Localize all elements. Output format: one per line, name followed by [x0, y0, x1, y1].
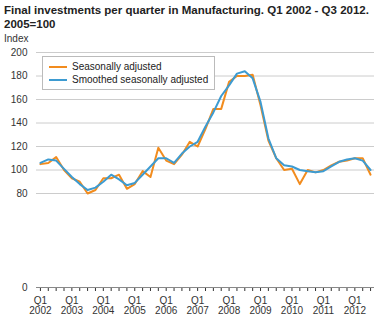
svg-text:Q12011: Q12011	[313, 295, 335, 316]
svg-text:Q12010: Q12010	[281, 295, 304, 316]
svg-text:Q12003: Q12003	[61, 295, 84, 316]
svg-text:120: 120	[11, 141, 28, 152]
svg-text:Q12005: Q12005	[124, 295, 147, 316]
svg-text:140: 140	[11, 117, 28, 128]
svg-text:Q12006: Q12006	[155, 295, 178, 316]
svg-text:Q12007: Q12007	[187, 295, 210, 316]
svg-text:0: 0	[22, 282, 28, 293]
svg-text:200: 200	[11, 47, 28, 58]
svg-text:80: 80	[16, 188, 28, 199]
svg-text:Q12002: Q12002	[29, 295, 52, 316]
svg-text:Q12009: Q12009	[249, 295, 272, 316]
svg-text:Q12004: Q12004	[92, 295, 115, 316]
html-text:Seasonally adjusted: Seasonally adjusted	[72, 61, 162, 72]
svg-text:100: 100	[11, 164, 28, 175]
svg-text:Q12012: Q12012	[344, 295, 367, 316]
svg-text:Q12008: Q12008	[218, 295, 241, 316]
html-text:Final investments per quarter: Final investments per quarter in Manufac…	[4, 4, 369, 30]
svg-text:160: 160	[11, 94, 28, 105]
html-text:Smoothed seasonally adjusted: Smoothed seasonally adjusted	[72, 74, 209, 85]
html-text:Index: Index	[4, 33, 29, 44]
svg-text:180: 180	[11, 70, 28, 81]
